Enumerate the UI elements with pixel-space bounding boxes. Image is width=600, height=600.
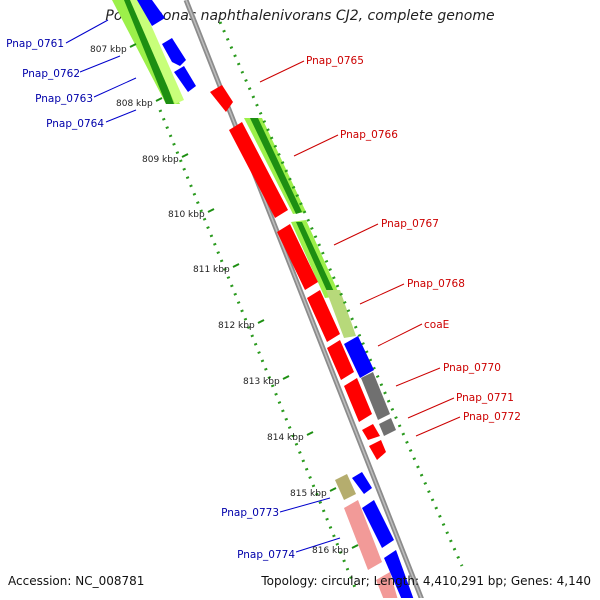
gc-bar: [130, 0, 184, 104]
kbp-tick-label: 815 kbp: [290, 489, 327, 499]
forward-cds: [277, 224, 318, 290]
gene-label: Pnap_0766: [340, 129, 398, 141]
gene-label: Pnap_0771: [456, 392, 514, 404]
reverse-cds: [344, 336, 374, 378]
summary-text: Topology: circular; Length: 4,410,291 bp…: [261, 574, 591, 588]
kbp-tick-mark: [207, 208, 215, 213]
kbp-tick-mark: [282, 375, 290, 380]
gene-label: Pnap_0765: [306, 55, 364, 67]
gray-feature: [379, 418, 396, 436]
map-title: Polaromonas naphthalenivorans CJ2, compl…: [105, 8, 495, 24]
reverse-cds: [174, 66, 196, 92]
kbp-tick-label: 807 kbp: [90, 45, 127, 55]
kbp-tick-mark: [129, 43, 137, 48]
reverse-cds: [137, 0, 165, 26]
forward-cds: [229, 122, 288, 218]
kbp-tick-label: 808 kbp: [116, 99, 153, 109]
gene-label: Pnap_0764: [46, 118, 104, 130]
label-connector: [333, 223, 379, 246]
reverse-cds: [162, 38, 186, 66]
label-connector: [415, 416, 461, 437]
gc-bar: [296, 222, 336, 298]
kbp-tick-mark: [329, 487, 337, 492]
kbp-tick-mark: [257, 319, 265, 324]
gene-label: Pnap_0762: [22, 68, 80, 80]
label-connector: [259, 60, 305, 83]
reverse-cds: [362, 500, 394, 548]
gene-label: Pnap_0773: [221, 507, 279, 519]
label-connector: [293, 134, 339, 157]
label-connector: [407, 397, 455, 419]
forward-cds: [344, 378, 372, 422]
forward-cds: [210, 85, 233, 112]
olive-feature: [335, 474, 356, 500]
reverse-cds: [384, 550, 414, 598]
pink-feature: [344, 500, 382, 570]
gene-label: Pnap_0768: [407, 278, 465, 290]
kbp-tick-label: 809 kbp: [142, 155, 179, 165]
label-connector: [105, 109, 137, 123]
tick-track-right: [218, 21, 464, 567]
label-connector: [377, 323, 423, 347]
kbp-tick-label: 813 kbp: [243, 377, 280, 387]
kbp-tick-mark: [155, 97, 163, 102]
forward-cds: [327, 340, 354, 380]
gene-label: Pnap_0772: [463, 411, 521, 423]
reverse-cds: [352, 472, 372, 494]
gray-feature: [361, 372, 390, 420]
kbp-tick-label: 811 kbp: [193, 265, 230, 275]
gene-label: Pnap_0774: [237, 549, 295, 561]
forward-cds: [362, 424, 380, 440]
label-connector: [65, 19, 109, 44]
gene-label: Pnap_0763: [35, 93, 93, 105]
pink-feature: [376, 572, 398, 598]
accession-text: Accession: NC_008781: [8, 574, 145, 588]
gene-label: coaE: [424, 319, 449, 331]
label-connector: [79, 55, 121, 73]
forward-cds: [307, 290, 340, 342]
label-connector: [395, 367, 441, 387]
gene-label: Pnap_0761: [6, 38, 64, 50]
tick-track-left: [158, 109, 358, 591]
kbp-tick-mark: [181, 153, 189, 158]
label-connector: [279, 497, 331, 513]
kbp-tick-label: 812 kbp: [218, 321, 255, 331]
gene-label: Pnap_0767: [381, 218, 439, 230]
gene-label: Pnap_0770: [443, 362, 501, 374]
kbp-tick-label: 814 kbp: [267, 433, 304, 443]
label-connector: [93, 77, 137, 98]
gc-bar: [124, 0, 174, 104]
label-connector: [295, 537, 341, 553]
kbp-tick-mark: [351, 544, 359, 549]
forward-cds: [369, 440, 386, 460]
kbp-tick-label: 810 kbp: [168, 210, 205, 220]
gc-bar: [326, 290, 356, 338]
label-connector: [359, 283, 405, 305]
gc-bar: [250, 118, 302, 214]
kbp-tick-mark: [306, 431, 314, 436]
kbp-tick-label: 816 kbp: [312, 546, 349, 556]
kbp-tick-mark: [232, 263, 240, 268]
